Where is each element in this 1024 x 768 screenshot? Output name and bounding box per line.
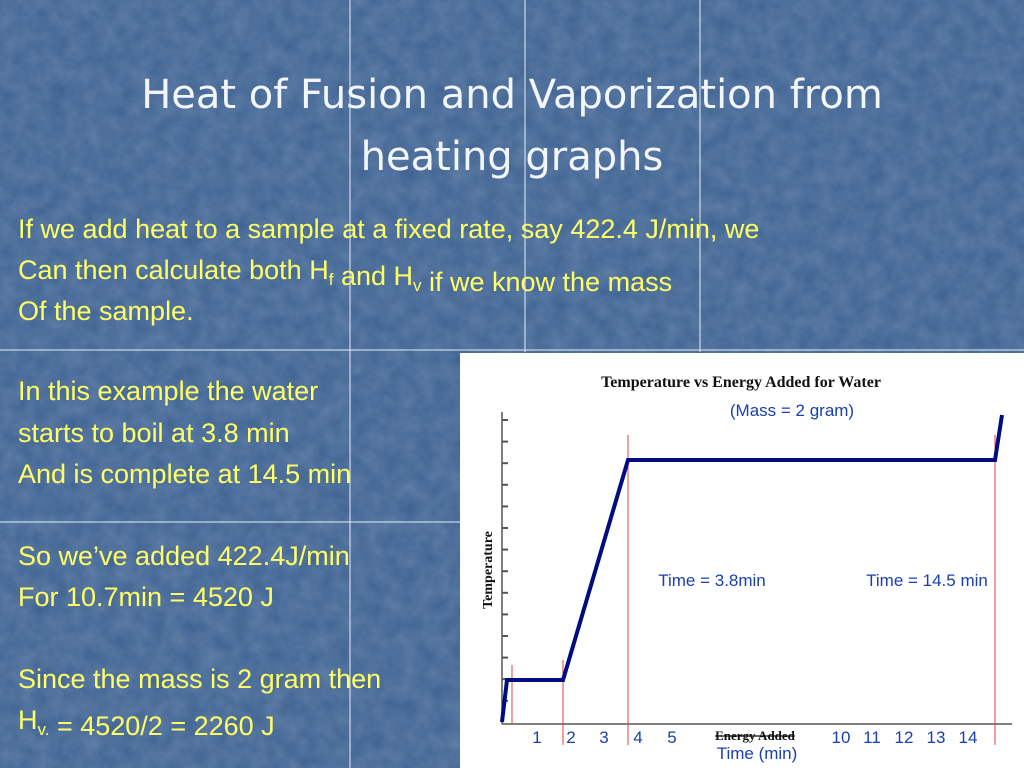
y-axis-label: Temperature xyxy=(481,531,496,609)
text-run: H xyxy=(18,705,38,735)
x-tick-label: 14 xyxy=(959,728,978,747)
text-run: Since the mass is 2 gram then xyxy=(18,664,381,694)
text-run: So we’ve added 422.4J/min xyxy=(18,541,350,571)
text-run: Can then calculate both H xyxy=(18,255,329,285)
x-tick-labels: 1 2 3 4 5 10 11 12 13 14 xyxy=(532,728,977,747)
subscript: f xyxy=(329,270,334,289)
subscript: v xyxy=(413,276,422,295)
text-run: = 4520/2 = 2260 J xyxy=(49,711,274,741)
graph-title: Temperature vs Energy Added for Water xyxy=(601,374,881,391)
heating-curve xyxy=(500,414,1004,723)
annotation: Time = 3.8min xyxy=(658,571,766,590)
body-line: If we add heat to a sample at a fixed ra… xyxy=(18,214,759,244)
body-line: Since the mass is 2 gram then xyxy=(18,664,381,694)
graph: Temperature vs Energy Added for Water (M… xyxy=(460,353,1024,768)
annotation: Time = 14.5 min xyxy=(866,571,988,590)
x-tick-label: 3 xyxy=(599,728,608,747)
title-line: heating graphs xyxy=(361,134,664,180)
x-tick-label: 10 xyxy=(832,728,851,747)
text-run: And is complete at 14.5 min xyxy=(18,459,351,489)
body-line: And is complete at 14.5 min xyxy=(18,459,351,489)
graph-panel xyxy=(460,353,1024,768)
x-tick-label: 5 xyxy=(667,728,676,747)
graph-subtitle: (Mass = 2 gram) xyxy=(730,401,854,420)
body-line: Can then calculate both Hf and Hv if we … xyxy=(18,255,672,297)
body-text: If we add heat to a sample at a fixed ra… xyxy=(18,214,759,741)
title-line: Heat of Fusion and Vaporization from xyxy=(141,72,883,118)
body-line: In this example the water xyxy=(18,376,318,406)
x-tick-label: 13 xyxy=(927,728,946,747)
body-line: So we’ve added 422.4J/min xyxy=(18,541,350,571)
text-run: starts to boil at 3.8 min xyxy=(18,418,290,448)
x-axis-label-2: Time (min) xyxy=(717,744,798,763)
text-run: and H xyxy=(333,261,413,291)
text-run: Of the sample. xyxy=(18,296,194,326)
subscript: v. xyxy=(38,720,50,739)
x-tick-label: 11 xyxy=(863,728,881,747)
x-tick-label: 2 xyxy=(566,728,575,747)
body-line: Hv. = 4520/2 = 2260 J xyxy=(18,705,275,741)
x-tick-label: 12 xyxy=(895,728,914,747)
body-line: Of the sample. xyxy=(18,296,194,326)
x-tick-label: 1 xyxy=(532,728,541,747)
text-run: For 10.7min = 4520 J xyxy=(18,582,274,612)
x-axis-label: Energy Added xyxy=(715,728,796,743)
text-run: if we know the mass xyxy=(422,267,673,297)
body-line: For 10.7min = 4520 J xyxy=(18,582,274,612)
body-line: starts to boil at 3.8 min xyxy=(18,418,290,448)
x-tick-label: 4 xyxy=(633,728,642,747)
text-run: In this example the water xyxy=(18,376,318,406)
text-run: If we add heat to a sample at a fixed ra… xyxy=(18,214,759,244)
